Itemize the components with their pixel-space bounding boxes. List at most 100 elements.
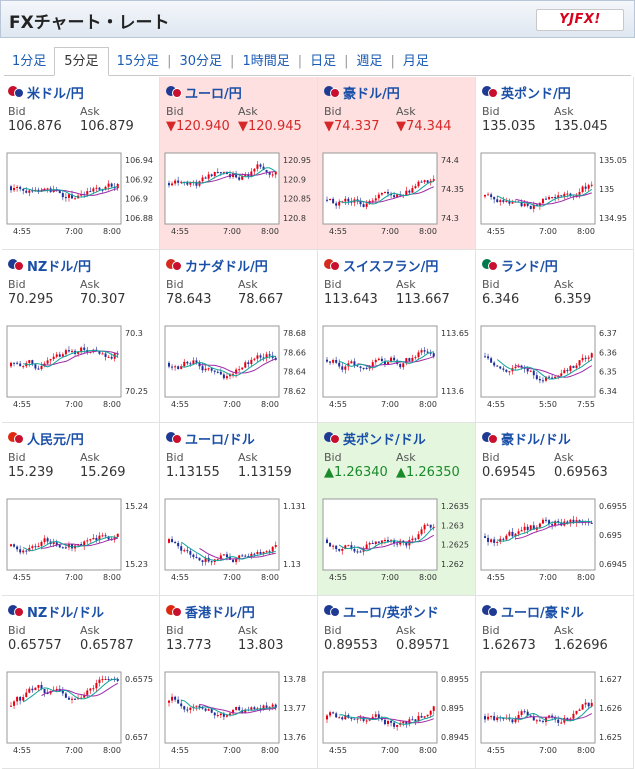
y-tick-label: 1.625 [599,733,622,742]
candle-body [484,194,486,197]
currency-pair-link[interactable]: 豪ドル/ドル [482,429,633,448]
candle-body [344,366,347,370]
candle-body [490,358,493,363]
mini-chart[interactable]: 0.6575 0.657 4:55 7:00 8:00 [6,671,158,756]
tab-4[interactable]: 1時間足 [242,54,290,69]
candle-body [253,168,256,172]
candle-body [225,715,228,717]
candle-body [201,177,204,182]
candle-body [529,525,532,530]
tab-7[interactable]: 月足 [402,54,429,69]
mini-chart[interactable]: 1.131 1.13 4:55 7:00 8:00 [164,498,316,583]
currency-pair-link[interactable]: ユーロ/円 [166,83,317,102]
candle-body [25,692,28,697]
candle-body [189,363,192,365]
mini-chart[interactable]: 6.37 6.36 6.35 6.34 4:55 5:50 7:55 [480,325,632,410]
candle-body [195,557,198,558]
candle-body [393,357,396,361]
candle-body [396,194,399,198]
currency-pair-link[interactable]: 人民元/円 [8,429,159,448]
candle-body [67,350,70,352]
mini-chart[interactable]: 0.8955 0.895 0.8945 4:55 7:00 8:00 [322,671,474,756]
price-values: ▼120.940 ▼120.945 [166,118,317,135]
tab-2[interactable]: 15分足 [116,54,160,69]
candle-body [192,706,195,708]
tab-0[interactable]: 1分足 [12,54,47,69]
candle-body [37,368,40,370]
y-tick-label: 0.695 [599,531,622,540]
currency-pair-link[interactable]: 豪ドル/円 [324,83,475,102]
candle-body [514,366,517,369]
candle-body [25,190,28,193]
currency-pair-link[interactable]: 香港ドル/円 [166,602,317,621]
currency-pair-link[interactable]: 英ポンド/円 [482,83,633,102]
candle-body [335,713,338,718]
candle-body [329,198,332,200]
tab-1[interactable]: 5分足 [54,47,109,76]
candle-body [198,557,201,561]
tab-6[interactable]: 週足 [356,54,383,69]
moving-average-short [22,678,118,703]
mini-chart[interactable]: 1.627 1.626 1.625 4:55 7:00 8:00 [480,671,632,756]
mini-chart[interactable]: 78.68 78.66 78.64 78.62 4:55 7:00 8:00 [164,325,316,410]
mini-chart[interactable]: 113.65 113.6 4:55 7:00 8:00 [322,325,474,410]
candle-body [22,697,25,701]
candle-body [235,369,238,374]
candle-body [98,535,101,541]
ask-label: Ask [80,278,100,291]
moving-average-short [497,188,593,207]
price-values: 6.346 6.359 [482,291,633,308]
currency-pair-link[interactable]: 米ドル/円 [8,83,159,102]
candle-body [189,182,192,185]
currency-pair-link[interactable]: カナダドル/円 [166,256,317,275]
candle-body [171,183,174,186]
bid-label: Bid [324,278,342,291]
candle-body [380,193,383,195]
price-labels: Bid Ask [324,625,475,637]
mini-chart[interactable]: 120.95 120.9 120.85 120.8 4:55 7:00 8:00 [164,152,316,237]
candle-body [262,357,265,359]
tab-3[interactable]: 30分足 [179,54,223,69]
moving-average-long [515,713,593,721]
currency-pair-link[interactable]: NZドル/ドル [8,602,159,621]
mini-chart[interactable]: 70.3 70.25 4:55 7:00 8:00 [6,325,158,410]
flag-icon [166,259,183,271]
candle-body [541,198,544,204]
candle-body [526,526,529,530]
candle-body [31,688,34,691]
candle-body [335,203,338,206]
mini-chart[interactable]: 15.24 15.23 4:55 7:00 8:00 [6,498,158,583]
currency-pair-link[interactable]: ユーロ/豪ドル [482,602,633,621]
candle-body [265,705,268,708]
candle-body [10,362,12,367]
mini-chart[interactable]: 106.94 106.92 106.9 106.88 4:55 7:00 8:00 [6,152,158,237]
currency-pair-link[interactable]: ユーロ/英ポンド [324,602,475,621]
candle-body [174,696,177,700]
mini-chart[interactable]: 0.6955 0.695 0.6945 4:55 7:00 8:00 [480,498,632,583]
candle-body [572,519,575,523]
y-tick-label: 78.66 [283,348,306,357]
currency-pair-link[interactable]: 英ポンド/ドル [324,429,475,448]
mini-chart[interactable]: 135.05 135 134.95 4:55 7:00 8:00 [480,152,632,237]
currency-pair-link[interactable]: ユーロ/ドル [166,429,317,448]
currency-pair-link[interactable]: NZドル/円 [8,256,159,275]
x-tick-label: 8:00 [261,746,279,755]
mini-chart[interactable]: 1.2635 1.263 1.2625 1.262 4:55 7:00 8:00 [322,498,474,583]
candle-body [271,174,274,176]
currency-pair-link[interactable]: スイスフラン/円 [324,256,475,275]
mini-chart[interactable]: 13.78 13.77 13.76 4:55 7:00 8:00 [164,671,316,756]
candle-body [584,357,587,359]
chart-plot-area [480,325,596,398]
tab-5[interactable]: 日足 [310,54,337,69]
candle-body [34,687,37,691]
candle-body [168,700,170,703]
tab-separator: | [390,54,395,69]
candle-body [496,365,499,367]
candle-body [244,709,247,713]
currency-pair-link[interactable]: ランド/円 [482,256,633,275]
yjfx-logo[interactable]: YJFX! [536,9,624,31]
y-tick-label: 15.23 [125,560,148,569]
mini-chart[interactable]: 74.4 74.35 74.3 4:55 7:00 8:00 [322,152,474,237]
bid-label: Bid [166,451,184,464]
y-tick-label: 74.35 [441,185,464,194]
